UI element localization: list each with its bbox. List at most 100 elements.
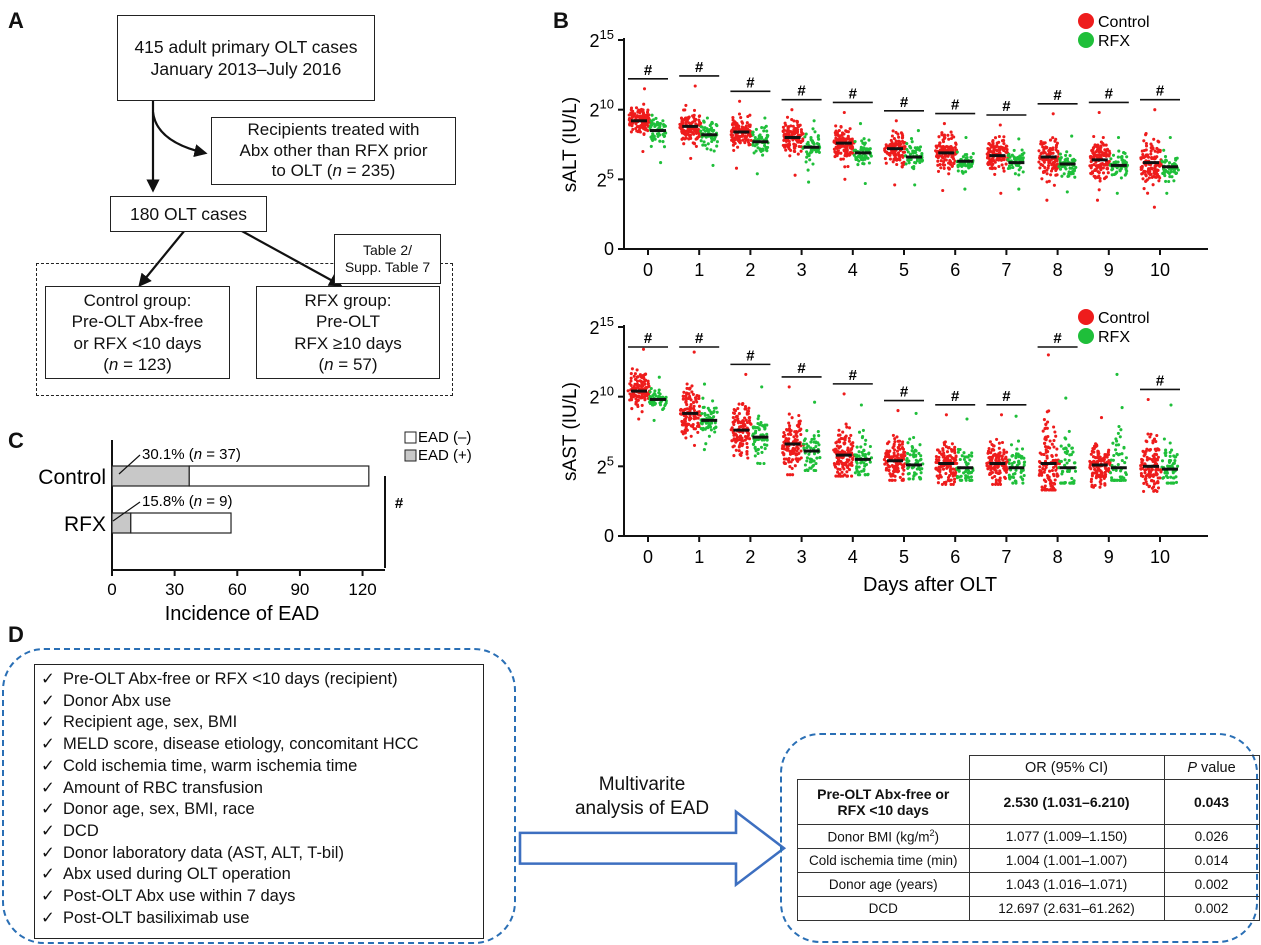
data-point — [731, 116, 735, 120]
data-point — [1058, 459, 1062, 463]
data-point — [681, 394, 685, 398]
data-point — [994, 469, 998, 473]
data-point — [640, 375, 644, 380]
data-point — [1167, 459, 1172, 463]
data-point — [793, 430, 797, 434]
significance-marker: # — [1002, 388, 1011, 405]
data-point — [852, 153, 856, 157]
data-point — [1096, 170, 1100, 174]
data-point — [893, 183, 897, 187]
data-point — [792, 149, 796, 153]
flow-control-n-prefix: ( — [103, 354, 109, 374]
data-point — [782, 452, 786, 456]
data-point — [649, 144, 653, 148]
data-point — [1049, 173, 1053, 177]
data-point — [1068, 453, 1072, 457]
data-point — [1167, 167, 1172, 171]
data-point — [919, 471, 923, 475]
data-point — [992, 453, 997, 457]
data-point — [1098, 148, 1102, 152]
data-point — [1144, 141, 1148, 146]
data-point — [968, 478, 972, 482]
data-point — [864, 462, 869, 467]
data-point — [1052, 183, 1056, 187]
data-point — [741, 442, 745, 446]
data-point — [950, 164, 954, 168]
data-point — [908, 437, 912, 441]
data-point — [939, 159, 943, 163]
data-point — [785, 115, 790, 119]
data-point — [1112, 453, 1116, 458]
data-point — [739, 437, 743, 441]
data-point — [906, 451, 910, 455]
data-point — [1151, 454, 1155, 458]
data-point — [1096, 145, 1100, 149]
data-point — [807, 452, 811, 456]
data-point — [942, 480, 946, 485]
data-point — [857, 465, 861, 469]
data-point — [901, 477, 905, 481]
data-point — [701, 405, 705, 409]
data-point — [883, 157, 887, 161]
data-point — [989, 150, 994, 154]
data-point — [1143, 471, 1147, 475]
data-point — [859, 403, 863, 407]
significance-marker: # — [951, 97, 960, 114]
data-point — [630, 407, 634, 411]
data-point — [1107, 459, 1111, 463]
data-point — [753, 135, 757, 140]
data-point — [1037, 160, 1041, 164]
data-point — [1039, 139, 1043, 144]
checklist-item-label: Donor Abx use — [63, 691, 172, 710]
data-point — [1042, 148, 1046, 152]
flow-total-line2: January 2013–July 2016 — [150, 59, 342, 79]
data-point — [1163, 451, 1167, 455]
data-point — [900, 165, 904, 169]
data-point — [917, 147, 921, 151]
data-point — [1115, 372, 1119, 376]
data-point — [995, 437, 999, 441]
data-point — [1050, 468, 1054, 473]
data-point — [916, 129, 920, 133]
data-point — [633, 377, 638, 381]
data-point — [898, 158, 902, 162]
data-point — [941, 156, 945, 160]
data-point — [817, 434, 821, 438]
data-point — [797, 420, 801, 424]
checklist-box: ✓ Pre-OLT Abx-free or RFX <10 days (recip… — [34, 664, 484, 939]
data-point — [1141, 171, 1145, 175]
data-point — [1046, 166, 1050, 170]
data-point — [754, 449, 758, 453]
data-point — [1005, 148, 1009, 152]
data-point — [867, 451, 871, 455]
data-point — [1068, 166, 1072, 170]
panel-letter-c: C — [8, 428, 24, 453]
data-point — [850, 474, 854, 478]
data-point — [659, 161, 663, 165]
significance-marker: # — [644, 62, 653, 79]
data-point — [1070, 134, 1074, 138]
data-point — [635, 395, 639, 399]
data-point — [997, 446, 1001, 450]
data-point — [997, 158, 1001, 162]
data-point — [640, 393, 644, 397]
data-point — [892, 442, 896, 446]
data-point — [939, 166, 943, 170]
data-point — [684, 436, 688, 440]
data-point — [748, 421, 752, 425]
data-point — [994, 457, 998, 461]
data-point — [990, 476, 994, 480]
data-point — [898, 462, 902, 466]
data-point — [753, 454, 757, 458]
x-tick-label: 0 — [643, 260, 653, 280]
data-point — [1010, 153, 1014, 157]
data-label-rfx: 15.8% (n = 9) — [142, 493, 232, 510]
data-point — [1004, 150, 1008, 154]
data-point — [1099, 168, 1103, 172]
x-tick-label: 30 — [165, 580, 184, 599]
data-point — [953, 145, 957, 150]
data-point — [842, 149, 846, 153]
data-point — [709, 126, 714, 130]
checklist-item-label: Abx used during OLT operation — [63, 865, 291, 884]
data-point — [693, 127, 697, 131]
